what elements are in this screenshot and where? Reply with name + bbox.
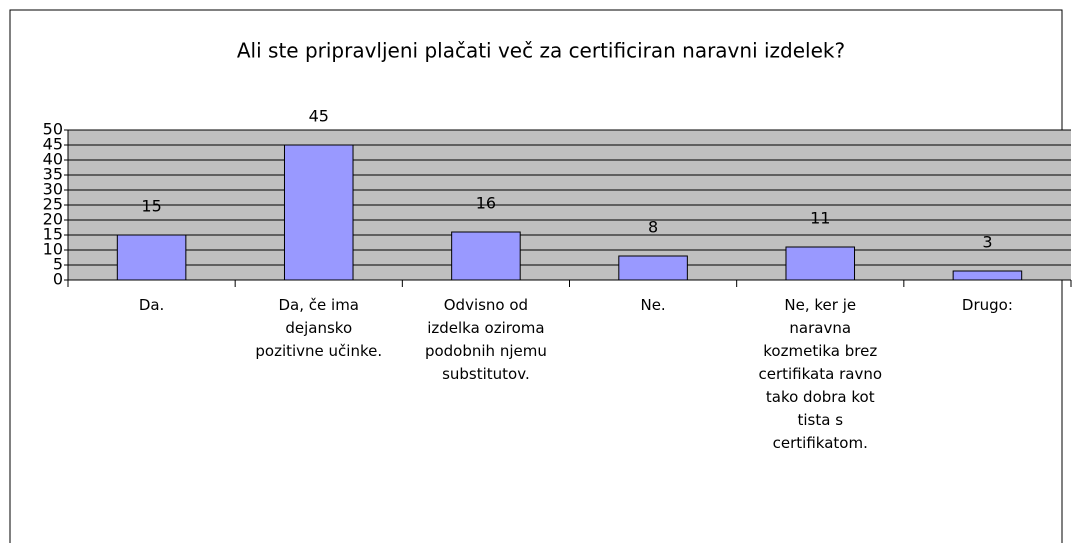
- x-tick-label: Da, če ima dejansko pozitivne učinke.: [255, 296, 383, 360]
- x-tick-label: Da.: [138, 296, 165, 314]
- y-tick-label: 5: [53, 255, 63, 274]
- y-tick-label: 50: [43, 120, 63, 139]
- y-tick-label: 10: [43, 240, 63, 259]
- value-label: 45: [309, 107, 329, 126]
- x-tick-label: Ne, ker je naravna kozmetika brez certif…: [758, 296, 882, 452]
- bar: [116, 234, 187, 281]
- x-tick-label: Odvisno od izdelka oziroma podobnih njem…: [424, 296, 547, 383]
- bar: [618, 255, 688, 281]
- chart-title: Ali ste pripravljeni plačati več za cert…: [237, 39, 845, 63]
- y-tick-label: 45: [43, 135, 63, 154]
- y-tick-label: 30: [43, 180, 63, 199]
- bar: [283, 144, 354, 281]
- value-label: 15: [141, 197, 161, 216]
- value-label: 11: [810, 209, 830, 228]
- x-tick-label: Ne.: [640, 296, 666, 314]
- x-tick-label: Drugo:: [961, 296, 1013, 314]
- value-label: 3: [982, 233, 992, 252]
- bar: [785, 246, 856, 281]
- y-tick-label: 40: [43, 150, 63, 169]
- value-label: 16: [476, 194, 496, 213]
- y-tick-label: 0: [53, 270, 63, 289]
- bar: [952, 270, 1023, 281]
- value-label: 8: [648, 218, 658, 237]
- y-tick-label: 15: [43, 225, 63, 244]
- y-tick-label: 25: [43, 195, 63, 214]
- bar: [451, 231, 521, 281]
- y-tick-label: 35: [43, 165, 63, 184]
- y-tick-label: 20: [43, 210, 63, 229]
